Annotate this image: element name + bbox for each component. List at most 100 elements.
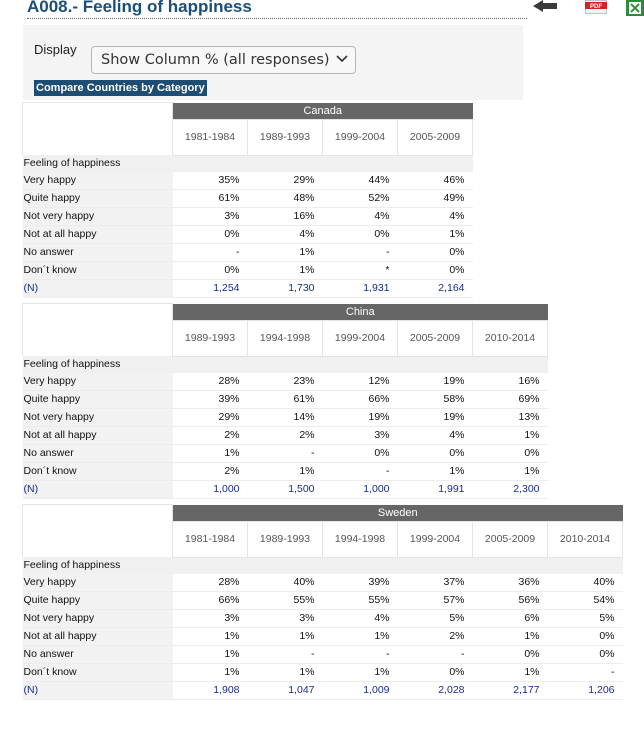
- value-cell: 19%: [397, 372, 473, 391]
- value-cell: 57%: [397, 591, 473, 610]
- value-cell: 36%: [472, 573, 548, 592]
- period-header: 2005-2009: [397, 319, 473, 357]
- excel-icon[interactable]: [626, 0, 644, 16]
- row-label: Don´t know: [22, 261, 173, 280]
- group-row: Feeling of happiness: [22, 557, 623, 574]
- value-cell: 1,908: [172, 681, 248, 700]
- value-cell: 48%: [247, 189, 323, 208]
- value-cell: 6%: [472, 609, 548, 628]
- value-cell: 3%: [172, 609, 248, 628]
- value-cell: 49%: [397, 189, 473, 208]
- value-cell: 2%: [172, 426, 248, 445]
- table-corner: [22, 504, 173, 557]
- value-cell: 0%: [547, 627, 623, 646]
- group-row: Feeling of happiness: [22, 155, 473, 172]
- period-header: 1989-1993: [247, 118, 323, 156]
- value-cell: 2%: [172, 462, 248, 481]
- page-title: A008.- Feeling of happiness: [27, 0, 527, 19]
- value-cell: 1,206: [547, 681, 623, 700]
- value-cell: 5%: [547, 609, 623, 628]
- value-cell: 54%: [547, 591, 623, 610]
- value-cell: 23%: [247, 372, 323, 391]
- pdf-icon[interactable]: PDF: [585, 0, 607, 14]
- row-label: Not at all happy: [22, 627, 173, 646]
- value-cell: 1%: [247, 462, 323, 481]
- row-label: Not at all happy: [22, 225, 173, 244]
- value-cell: 1,500: [247, 480, 323, 499]
- period-header: 1989-1993: [247, 520, 323, 558]
- row-label: Not very happy: [22, 207, 173, 226]
- value-cell: 40%: [547, 573, 623, 592]
- value-cell: 55%: [247, 591, 323, 610]
- group-cell: [247, 356, 323, 373]
- group-cell: [172, 557, 248, 574]
- value-cell: *: [322, 261, 398, 280]
- value-cell: 2%: [397, 627, 473, 646]
- value-cell: 1%: [472, 426, 548, 445]
- value-cell: 4%: [322, 207, 398, 226]
- back-arrow-icon[interactable]: [533, 0, 559, 12]
- value-cell: 1,991: [397, 480, 473, 499]
- group-cell: [247, 557, 323, 574]
- value-cell: -: [247, 444, 323, 463]
- value-cell: 19%: [397, 408, 473, 427]
- value-cell: 1,931: [322, 279, 398, 298]
- table-row: No answer 1% - - -0% 0%: [22, 645, 623, 664]
- country-name: China: [172, 303, 548, 320]
- table-row: Very happy 28% 40% 39% 37% 36% 40%: [22, 573, 623, 592]
- value-cell: 1%: [172, 663, 248, 682]
- value-cell: 1%: [472, 663, 548, 682]
- value-cell: 1%: [397, 225, 473, 244]
- value-cell: 14%: [247, 408, 323, 427]
- period-header-row: 1981-1984 1989-1993 1994-1998 1999-2004 2005…: [23, 520, 623, 558]
- value-cell: 0%: [322, 225, 398, 244]
- value-cell: 16%: [247, 207, 323, 226]
- value-cell: 1%: [247, 663, 323, 682]
- period-header-row: 1989-1993 1994-1998 1999-2004 2005-2009 2010…: [23, 319, 548, 357]
- value-cell: 3%: [172, 207, 248, 226]
- table-row: Not at all happy 2% 2% 3% 4% 1%: [22, 426, 548, 445]
- group-label: Feeling of happiness: [22, 356, 173, 373]
- table-row: No answer -1% -0%: [22, 243, 473, 262]
- period-header: 1981-1984: [172, 118, 248, 156]
- table-row: Don´t know 0% 1% * 0%: [22, 261, 473, 280]
- value-cell: 2,177: [472, 681, 548, 700]
- group-cell: [172, 356, 248, 373]
- table-row: (N) 1,908 1,047 1,009 2,028 2,177 1,206: [22, 681, 623, 700]
- value-cell: 19%: [322, 408, 398, 427]
- value-cell: 1%: [322, 627, 398, 646]
- row-label: Not very happy: [22, 609, 173, 628]
- row-label: No answer: [22, 645, 173, 664]
- row-label: (N): [22, 480, 173, 499]
- table-row: Quite happy 66% 55% 55% 57% 56% 54%: [22, 591, 623, 610]
- compare-countries-button[interactable]: Compare Countries by Category: [34, 80, 207, 96]
- display-panel: Display Show Column % (all responses) Co…: [23, 25, 523, 100]
- period-header-row: 1981-1984 1989-1993 1999-2004 2005-2009: [23, 118, 473, 156]
- value-cell: 0%: [472, 645, 548, 664]
- table-row: (N) 1,000 1,500 1,000 1,991 2,300: [22, 480, 548, 499]
- value-cell: 1%: [172, 645, 248, 664]
- value-cell: 0%: [397, 663, 473, 682]
- value-cell: 2,028: [397, 681, 473, 700]
- group-cell: [397, 557, 473, 574]
- period-header: 1981-1984: [172, 520, 248, 558]
- row-label: Not at all happy: [22, 426, 173, 445]
- period-header: 1999-2004: [322, 118, 398, 156]
- country-table: Canada 1981-1984 1989-1993 1999-2004 2005-20…: [22, 102, 473, 298]
- group-cell: [472, 557, 548, 574]
- group-cell: [472, 356, 548, 373]
- period-header: 2005-2009: [472, 520, 548, 558]
- value-cell: 1,730: [247, 279, 323, 298]
- value-cell: -: [547, 663, 623, 682]
- value-cell: 1,254: [172, 279, 248, 298]
- country-header-row: China: [22, 303, 548, 356]
- group-label: Feeling of happiness: [22, 155, 173, 172]
- table-row: Don´t know 1% 1% 1% 0% 1% -: [22, 663, 623, 682]
- table-row: Very happy 28% 23% 12% 19% 16%: [22, 372, 548, 391]
- value-cell: 29%: [172, 408, 248, 427]
- value-cell: 0%: [172, 225, 248, 244]
- value-cell: 37%: [397, 573, 473, 592]
- row-label: No answer: [22, 444, 173, 463]
- value-cell: 4%: [247, 225, 323, 244]
- display-select[interactable]: Show Column % (all responses): [91, 46, 356, 74]
